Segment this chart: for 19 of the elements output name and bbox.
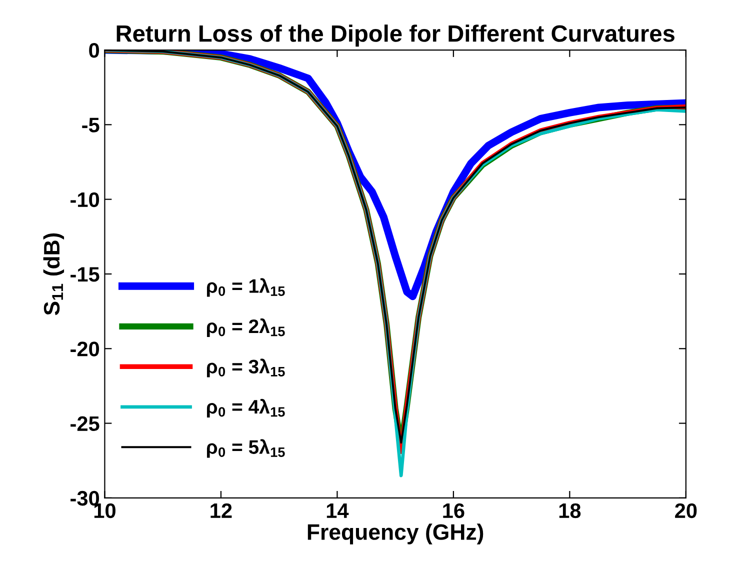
y-tick-label: -5 [82,118,100,132]
y-tick-label: -15 [70,267,100,282]
legend-label: ρ$_{0}$ = 4λ$_{15}$ [206,398,285,418]
legend-label: ρ$_{0}$ = 3λ$_{15}$ [206,358,285,378]
y-tick-label: 0 [89,43,100,58]
y-tick-label: -25 [70,416,100,432]
legend-label: ρ$_{0}$ = 2λ$_{15}$ [206,318,285,338]
x-tick-label: 14 [326,504,349,518]
y-tick-label: -10 [70,192,100,208]
y-tick-label: -20 [70,342,100,356]
x-axis-title: Frequency (GHz) [308,524,484,544]
x-tick-label: 20 [675,503,697,518]
x-tick-label: 12 [210,503,232,518]
x-tick-label: 16 [443,503,464,518]
legend-label: ρ$_{0}$ = 1λ$_{15}$ [206,278,285,297]
y-axis-title: S$_{11}$ (dB) [43,233,64,316]
chart-title: Return Loss of the Dipole for Different Curvatures [116,24,674,47]
legend-label: ρ$_{0}$ = 5λ$_{15}$ [206,439,285,458]
x-tick-label: 18 [559,503,581,518]
